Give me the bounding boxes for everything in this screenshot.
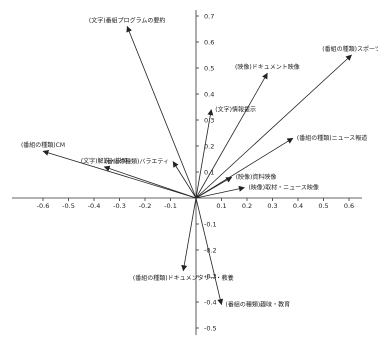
y-tick-label: 0.5 — [204, 65, 214, 73]
vector-arrow — [172, 161, 197, 199]
y-tick-label: 0.4 — [204, 91, 214, 99]
vector-arrow — [195, 176, 233, 199]
vector-label: (文字)情報提示 — [215, 106, 256, 114]
axes: -0.6 -0.5 -0.4 -0.3 -0.2 -0.1 0.1 0.2 0.3 0.4 0.5 0… — [12, 10, 362, 335]
y-tick-label: 0.2 — [204, 143, 214, 151]
y-tick-label: 0.1 — [204, 169, 214, 177]
vector-arrow — [195, 54, 352, 199]
y-tick-label: 0.7 — [204, 13, 214, 21]
x-tick-label: -0.2 — [139, 202, 152, 210]
x-tick-label: -0.6 — [37, 202, 50, 210]
vector-arrow — [103, 165, 197, 199]
y-tick-label: -0.1 — [204, 221, 217, 229]
y-tick-label: 0.6 — [204, 39, 214, 47]
y-tick-label: -0.3 — [204, 273, 217, 281]
vector-arrow — [42, 149, 197, 199]
vector-label: (番組の種類)趣味・教育 — [226, 301, 291, 309]
vector-label: (番組の種類)ドキュメンタリー・教養 — [133, 274, 234, 282]
x-tick-label: -0.5 — [62, 202, 75, 210]
vector-arrow — [181, 197, 197, 272]
vector-arrow — [126, 25, 197, 199]
vector-label: (文字)解説・説明 — [81, 157, 128, 165]
vector-arrow — [195, 109, 214, 199]
x-tick-label: 0.4 — [293, 202, 303, 210]
y-tick-label: -0.5 — [204, 325, 217, 333]
vector-arrow — [195, 185, 245, 199]
vector-label: (番組の種類)スポーツ — [322, 45, 378, 53]
x-tick-label: -0.4 — [88, 202, 101, 210]
x-tick-label: 0.3 — [267, 202, 277, 210]
vector-label: (番組の種類)ニュース報道 — [297, 134, 367, 142]
vector-arrow — [195, 72, 268, 199]
x-tick-label: 0.6 — [344, 202, 354, 210]
x-tick-label: -0.3 — [113, 202, 126, 210]
x-tick-label: -0.1 — [164, 202, 177, 210]
x-tick-label: 0.5 — [318, 202, 328, 210]
vector-arrow — [195, 137, 294, 199]
vector-label: (番組の種類)CM — [21, 141, 65, 149]
vector-label: (映像)ドキュメント映像 — [235, 63, 300, 71]
vector-label: (映像)取材・ニュース映像 — [248, 184, 318, 192]
y-tick-label: -0.2 — [204, 247, 217, 255]
x-tick-label: 0.2 — [242, 202, 252, 210]
vector-arrow — [195, 197, 224, 306]
vectors — [42, 25, 352, 306]
vector-label: (番組の種類)バラエティ — [105, 158, 169, 166]
y-tick-label: -0.4 — [204, 299, 217, 307]
vector-label: (文字)番組プログラムの要約 — [89, 16, 166, 24]
vector-label: (映像)資料映像 — [236, 173, 277, 181]
vector-labels: (文字)番組プログラムの要約 (番組の種類)スポーツ (映像)ドキュメント映像 (文字… — [21, 16, 378, 308]
x-tick-label: 0.1 — [216, 202, 226, 210]
